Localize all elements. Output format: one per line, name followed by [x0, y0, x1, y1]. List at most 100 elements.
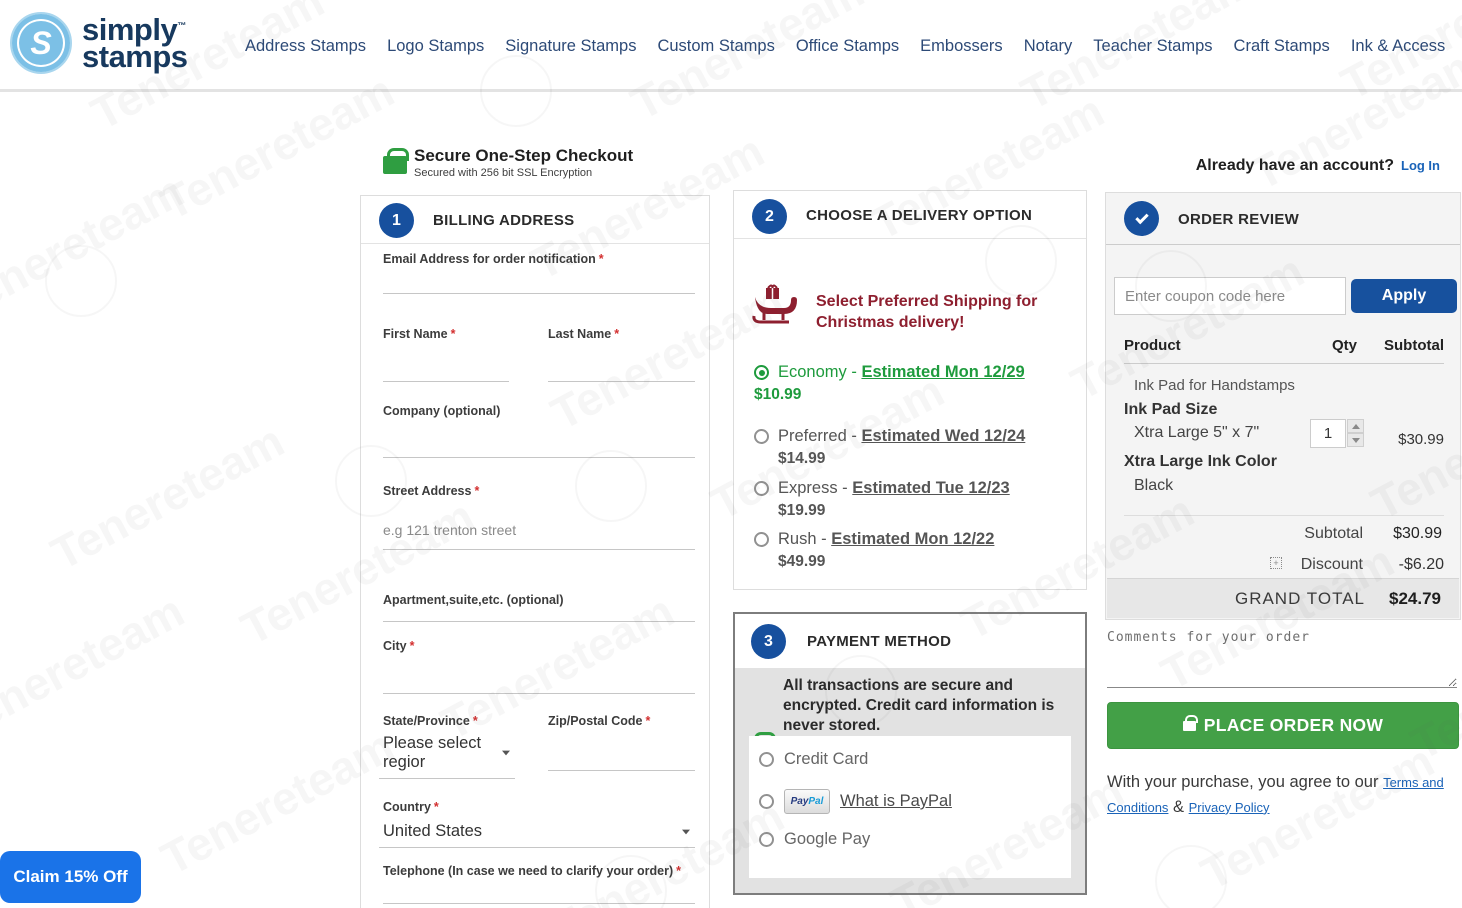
city-input[interactable] — [383, 662, 695, 694]
trademark-symbol: ™ — [177, 20, 186, 31]
required-asterisk: * — [472, 714, 478, 728]
last-name-label: Last Name * — [548, 327, 620, 341]
claim-discount-button[interactable]: Claim 15% Off — [0, 851, 141, 903]
nav-address-stamps[interactable]: Address Stamps — [245, 36, 367, 55]
nav-office-stamps[interactable]: Office Stamps — [795, 36, 900, 55]
christmas-shipping-promo: Select Preferred Shipping for Christmas … — [816, 293, 1038, 332]
estimate-link[interactable]: Estimated Wed 12/24 — [861, 427, 1026, 445]
street-label: Street Address * — [383, 484, 480, 498]
state-label: State/Province * — [383, 714, 478, 728]
estimate-link[interactable]: Estimated Mon 12/22 — [831, 530, 995, 548]
top-navigation-bar: S simply™ stamps Address Stamps Logo Sta… — [0, 0, 1462, 92]
nav-notary[interactable]: Notary — [1023, 36, 1073, 55]
radio-express[interactable] — [754, 481, 769, 496]
email-input[interactable] — [383, 268, 695, 294]
table-divider — [1124, 363, 1444, 364]
checkout-subtitle: Secured with 256 bit SSL Encryption — [414, 167, 593, 179]
qty-increase-button[interactable] — [1347, 419, 1364, 433]
country-select[interactable]: United States — [379, 822, 695, 848]
required-asterisk: * — [433, 800, 439, 814]
last-name-input[interactable] — [548, 354, 695, 382]
terms-agreement: With your purchase, you agree to our Ter… — [1107, 770, 1459, 820]
first-name-input[interactable] — [383, 354, 509, 382]
what-is-paypal-link[interactable]: What is PayPal — [840, 792, 952, 810]
radio-preferred[interactable] — [754, 429, 769, 444]
discount-value: -$6.20 — [1398, 556, 1444, 573]
payment-methods-box: Credit Card Pay Pal What is PayPal Google… — [749, 736, 1071, 878]
main-nav: Address Stamps Logo Stamps Signature Sta… — [245, 0, 1462, 92]
log-in-link[interactable]: Log In — [1401, 158, 1440, 173]
shipping-option-preferred[interactable]: Preferred - Estimated Wed 12/24 $14.99 — [754, 427, 1074, 468]
nav-embossers[interactable]: Embossers — [920, 36, 1003, 55]
option-price: $19.99 — [778, 502, 826, 519]
simply-stamps-logo[interactable]: S simply™ stamps — [10, 12, 188, 74]
watermark-text: Tenereteam — [42, 414, 293, 580]
privacy-policy-link[interactable]: Privacy Policy — [1188, 799, 1270, 815]
checkout-title: Secure One-Step Checkout — [414, 146, 634, 165]
delivery-title: CHOOSE A DELIVERY OPTION — [806, 207, 1033, 224]
option-label: Express - — [778, 479, 853, 497]
payment-option-google-pay[interactable]: Google Pay — [759, 830, 870, 849]
state-select[interactable]: Please select regior — [379, 734, 515, 779]
radio-paypal[interactable] — [759, 794, 774, 809]
street-input[interactable] — [383, 510, 695, 550]
option-price: $14.99 — [778, 450, 826, 467]
radio-economy[interactable] — [754, 365, 769, 380]
payment-option-credit-card[interactable]: Credit Card — [759, 750, 868, 769]
coupon-code-input[interactable] — [1114, 277, 1346, 315]
apartment-label: Apartment,suite,etc. (optional) — [383, 593, 564, 607]
required-asterisk: * — [614, 327, 620, 341]
ssl-lock-icon — [383, 148, 409, 174]
agreement-text: With your purchase, you agree to our — [1107, 773, 1379, 791]
required-asterisk: * — [645, 714, 651, 728]
telephone-input[interactable] — [383, 882, 695, 904]
up-arrow-icon — [1351, 423, 1360, 429]
shipping-option-rush[interactable]: Rush - Estimated Mon 12/22 $49.99 — [754, 530, 1074, 571]
quantity-input[interactable] — [1310, 419, 1346, 448]
payment-title: PAYMENT METHOD — [807, 633, 952, 650]
nav-ink-accessories[interactable]: Ink & Access — [1350, 36, 1446, 55]
zip-label: Zip/Postal Code * — [548, 714, 651, 728]
apartment-input[interactable] — [383, 606, 695, 622]
place-order-label: PLACE ORDER NOW — [1203, 715, 1384, 735]
payment-option-paypal[interactable]: Pay Pal What is PayPal — [759, 789, 952, 814]
telephone-label: Telephone (In case we need to clarify yo… — [383, 864, 681, 878]
account-prompt: Already have an account? Log In — [1196, 157, 1440, 175]
apply-coupon-button[interactable]: Apply — [1351, 279, 1457, 313]
option-price: $10.99 — [754, 386, 802, 403]
review-check-badge — [1124, 201, 1159, 236]
step-1-badge: 1 — [379, 203, 414, 238]
order-review-header: ORDER REVIEW — [1106, 193, 1460, 245]
place-order-button[interactable]: PLACE ORDER NOW — [1107, 702, 1459, 749]
nav-custom-stamps[interactable]: Custom Stamps — [657, 36, 775, 55]
option-label: Economy - — [778, 363, 862, 381]
country-label: Country * — [383, 800, 439, 814]
nav-teacher-stamps[interactable]: Teacher Stamps — [1093, 36, 1213, 55]
zip-input[interactable] — [548, 744, 695, 771]
required-asterisk: * — [474, 484, 480, 498]
order-comments-textarea[interactable] — [1107, 630, 1457, 688]
radio-google-pay[interactable] — [759, 832, 774, 847]
shipping-option-express[interactable]: Express - Estimated Tue 12/23 $19.99 — [754, 479, 1074, 520]
qty-decrease-button[interactable] — [1347, 433, 1364, 447]
chevron-down-icon — [502, 750, 510, 756]
estimate-link[interactable]: Estimated Mon 12/29 — [861, 363, 1025, 381]
nav-craft-stamps[interactable]: Craft Stamps — [1233, 36, 1330, 55]
step-3-badge: 3 — [751, 624, 786, 659]
shipping-option-economy[interactable]: Economy - Estimated Mon 12/29 $10.99 — [754, 363, 1074, 404]
company-input[interactable] — [383, 428, 695, 458]
required-asterisk: * — [676, 864, 681, 878]
radio-rush[interactable] — [754, 532, 769, 547]
item-name: Ink Pad for Handstamps — [1134, 377, 1295, 394]
grand-total-label: GRAND TOTAL — [1234, 589, 1365, 608]
terms-and-conditions-link[interactable]: Terms and Conditions — [1107, 775, 1444, 815]
estimate-link[interactable]: Estimated Tue 12/23 — [852, 479, 1010, 497]
item-price: $30.99 — [1398, 431, 1444, 448]
down-arrow-icon — [1351, 437, 1360, 443]
radio-credit-card[interactable] — [759, 752, 774, 767]
nav-signature-stamps[interactable]: Signature Stamps — [505, 36, 637, 55]
check-icon — [1134, 210, 1149, 224]
nav-logo-stamps[interactable]: Logo Stamps — [387, 36, 485, 55]
delivery-option-panel: 2 CHOOSE A DELIVERY OPTION Select Prefer… — [733, 190, 1087, 590]
